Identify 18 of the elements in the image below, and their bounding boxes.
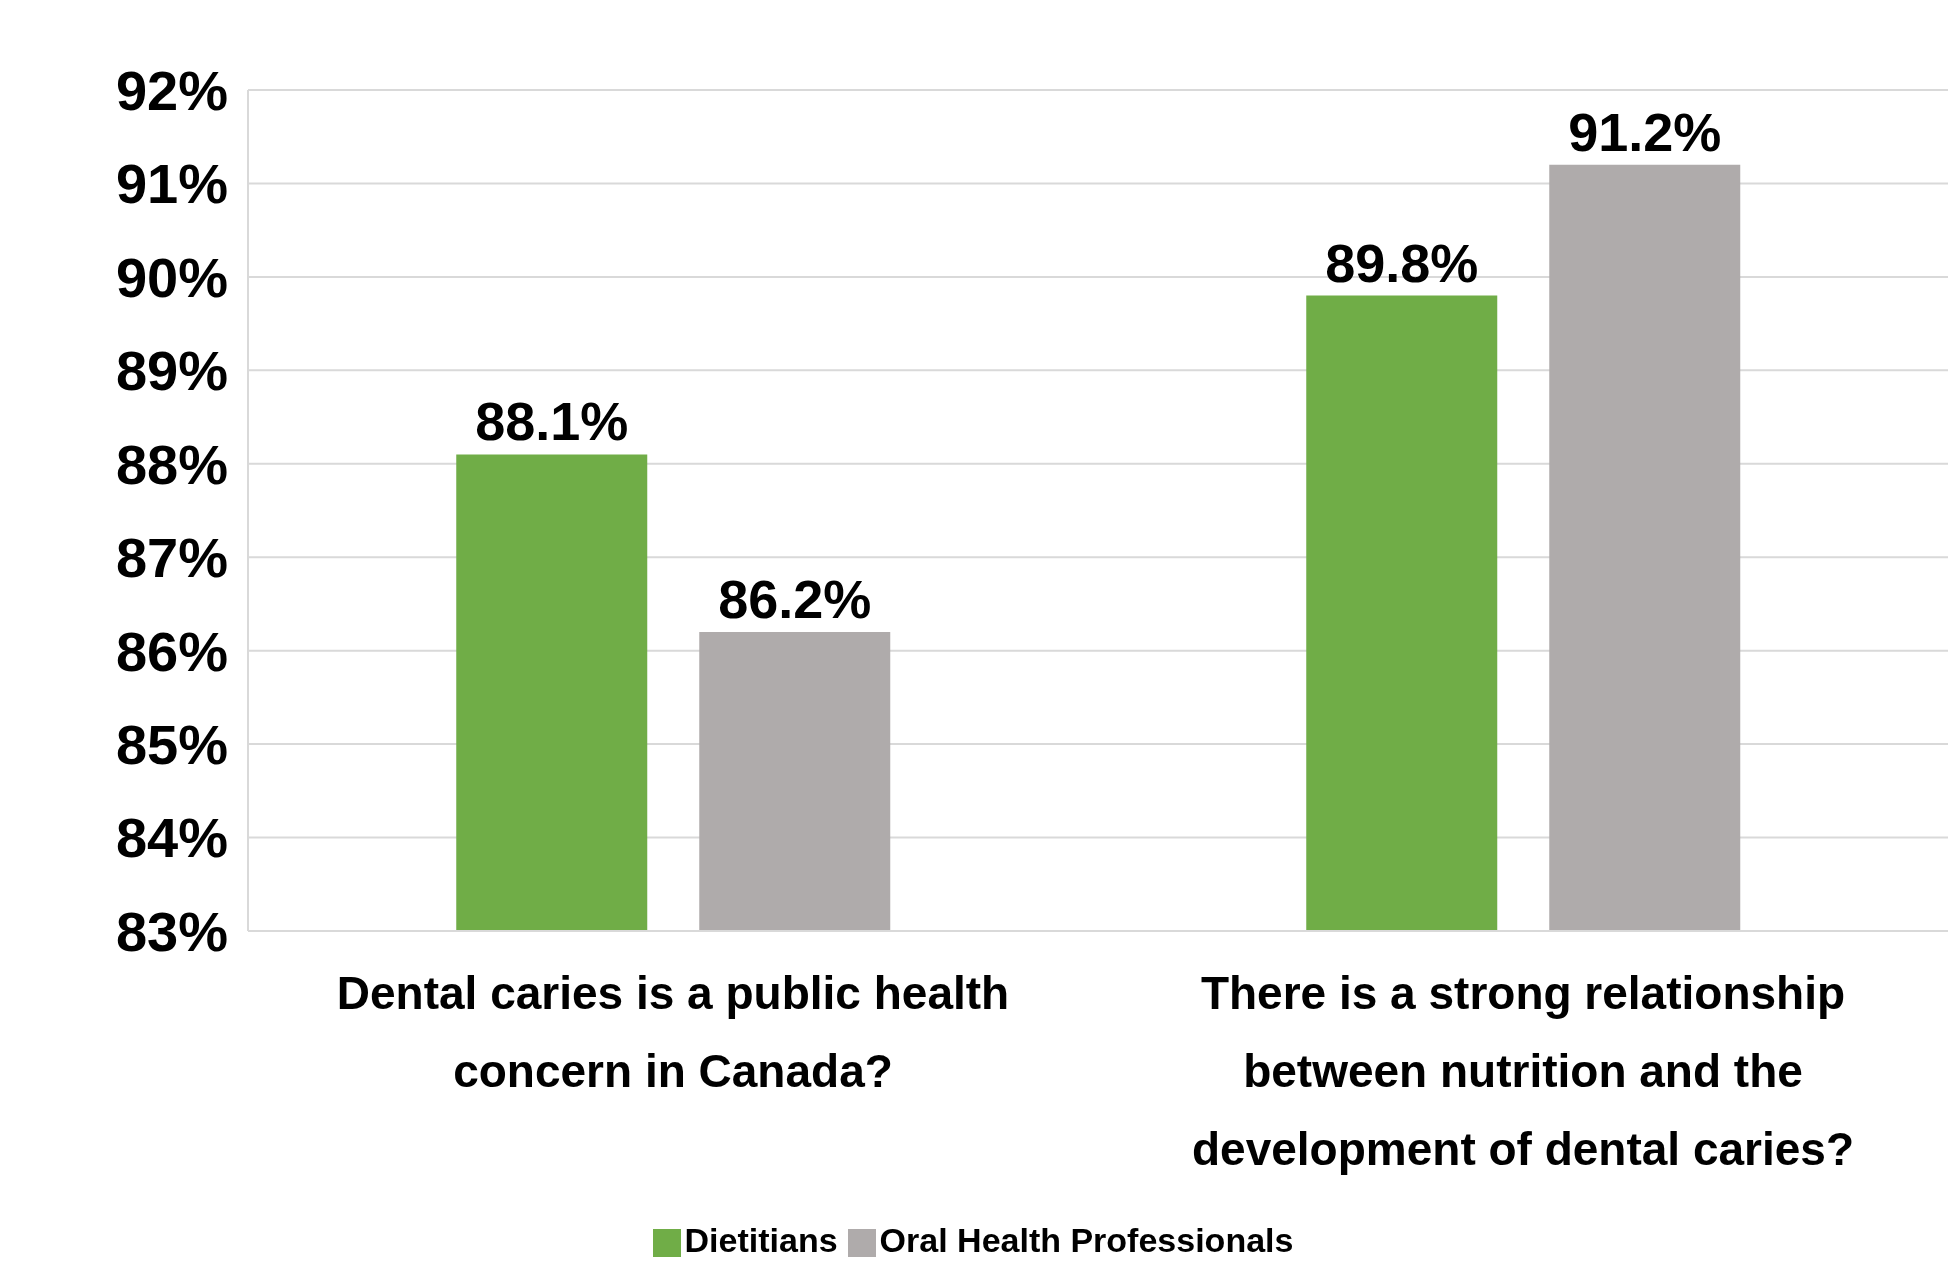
x-tick-label: Dental caries is a public health concern in Canada? [336, 967, 1010, 1097]
y-tick-label: 89% [115, 339, 228, 403]
x-tick-label: There is a strong relationship between nutrition and the development of dental caries? [1191, 967, 1855, 1175]
y-tick-label: 87% [115, 526, 228, 590]
y-tick-label: 86% [115, 619, 228, 683]
legend-label: Oral Health Professionals [879, 1221, 1294, 1259]
y-tick-label: 91% [115, 152, 228, 216]
y-tick-label: 92% [115, 58, 228, 122]
data-label: 86.2% [718, 568, 872, 629]
data-label: 89.8% [1325, 232, 1479, 293]
y-tick-label: 84% [115, 806, 228, 870]
y-tick-label: 88% [115, 432, 228, 496]
y-tick-label: 85% [115, 712, 228, 776]
data-label: 91.2% [1568, 101, 1722, 162]
data-label: 88.1% [475, 391, 629, 452]
y-tick-label: 83% [115, 899, 228, 963]
y-tick-label: 90% [115, 245, 228, 309]
legend-label: Dietitians [684, 1221, 838, 1259]
